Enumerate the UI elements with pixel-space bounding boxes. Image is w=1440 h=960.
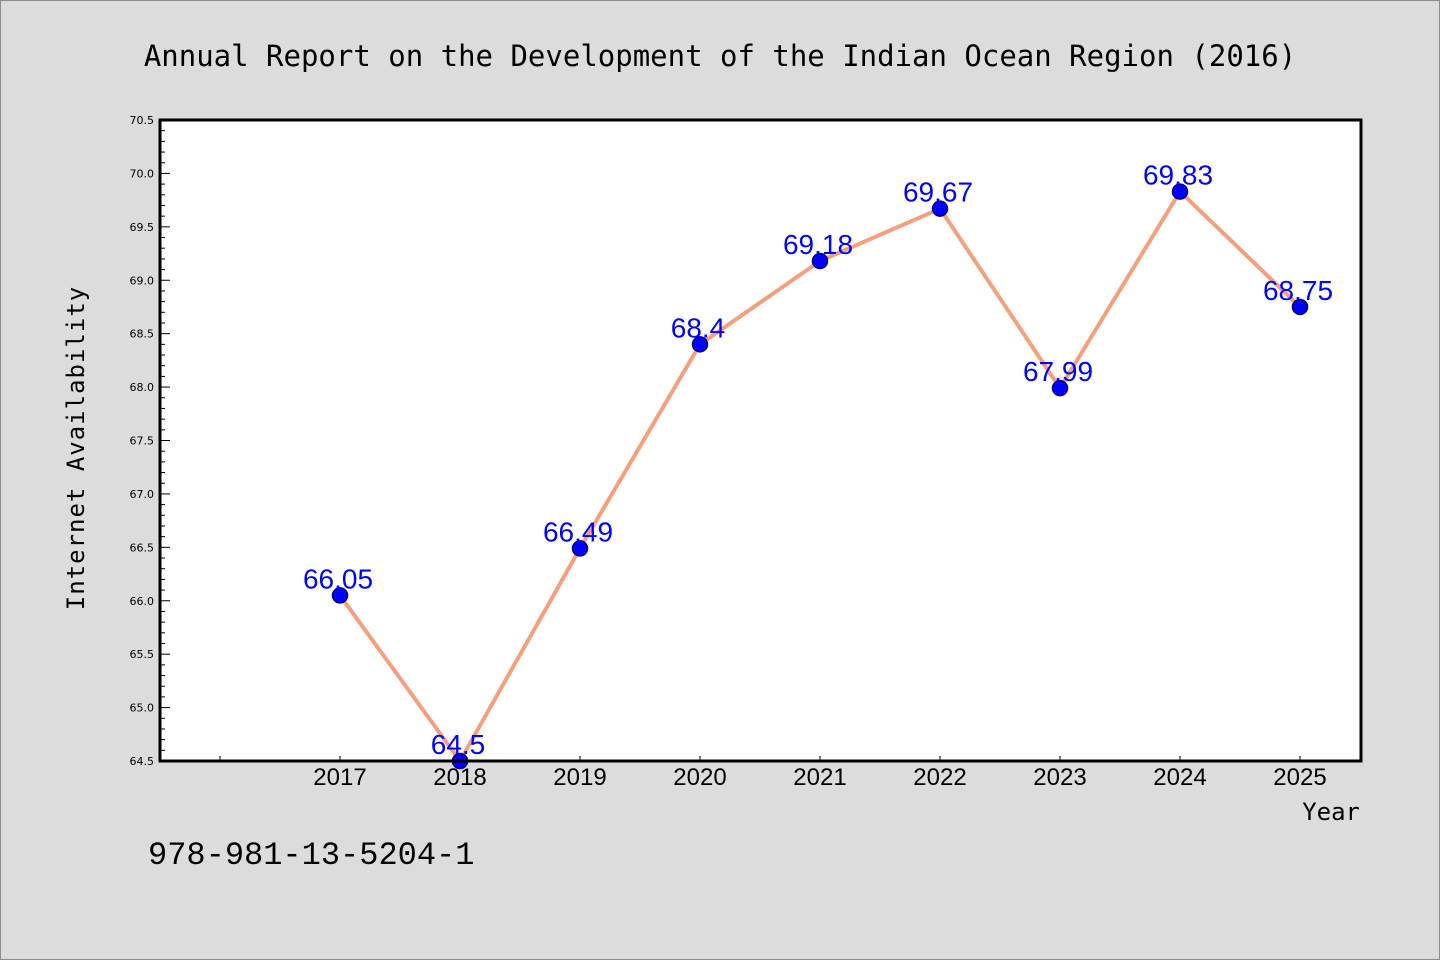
y-tick-label: 68.0 (130, 381, 155, 394)
data-point (571, 540, 589, 557)
y-tick-label: 66.5 (130, 541, 155, 554)
data-point (1171, 183, 1189, 200)
y-axis-label: Internet Availability (62, 286, 90, 610)
y-tick-label: 67.5 (130, 435, 155, 448)
x-tick-label: 2022 (913, 764, 966, 791)
data-point (811, 252, 829, 270)
x-tick-label: 2020 (673, 764, 726, 791)
data-label: 67.99 (1023, 356, 1093, 387)
plot-area (160, 120, 1361, 761)
y-tick-label: 64.5 (130, 755, 155, 768)
x-tick-label: 2021 (793, 764, 846, 791)
x-tick-label: 2025 (1273, 764, 1326, 791)
data-label: 69.18 (783, 229, 853, 260)
y-tick-label: 69.0 (130, 274, 155, 287)
x-tick-label: 2024 (1153, 764, 1206, 791)
y-tick-label: 66.0 (130, 595, 155, 608)
x-axis-label: Year (1302, 798, 1360, 826)
y-tick-label: 68.5 (130, 328, 155, 341)
y-tick-label: 67.0 (130, 488, 155, 501)
data-label: 64.5 (431, 729, 486, 760)
y-tick-label: 70.0 (130, 167, 155, 180)
data-label: 66.05 (303, 563, 373, 594)
data-label: 69.67 (903, 177, 973, 208)
axes-frame (158, 118, 1363, 763)
data-label: 69.83 (1143, 160, 1213, 191)
x-axis: 2017 2018 2019 2020 2021 2022 2023 2024 2025 (219, 756, 1327, 791)
y-axis: 64.5 65.0 65.5 66.0 66.5 67.0 67.5 68.0 68.5 69.0… (130, 114, 170, 768)
data-label: 66.49 (543, 516, 613, 547)
y-tick-label: 65.0 (130, 702, 155, 715)
data-point (931, 200, 949, 217)
chart-title: Annual Report on the Development of the … (144, 39, 1296, 73)
data-point (691, 336, 709, 353)
data-label-layer: 66.05 64.5 66.49 68.4 69.18 69.67 67.99 69.83 68… (303, 160, 1333, 760)
x-tick-label: 2017 (313, 764, 366, 791)
y-tick-label: 65.5 (130, 648, 155, 661)
data-point (1051, 379, 1069, 397)
isbn-text: 978-981-13-5204-1 (148, 837, 474, 874)
data-label: 68.4 (671, 312, 726, 343)
data-point (331, 587, 349, 604)
x-tick-label: 2019 (553, 764, 606, 791)
y-tick-label: 70.5 (130, 114, 155, 127)
data-point (1291, 298, 1309, 316)
series-layer (331, 183, 1309, 770)
x-tick-label: 2023 (1033, 764, 1086, 791)
data-label: 68.75 (1263, 275, 1333, 306)
y-tick-label: 69.5 (130, 221, 155, 234)
